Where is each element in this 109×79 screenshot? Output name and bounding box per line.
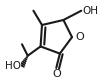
Text: O: O xyxy=(76,32,84,42)
Text: OH: OH xyxy=(82,6,98,16)
Text: HO: HO xyxy=(5,61,21,71)
Text: O: O xyxy=(52,69,61,79)
